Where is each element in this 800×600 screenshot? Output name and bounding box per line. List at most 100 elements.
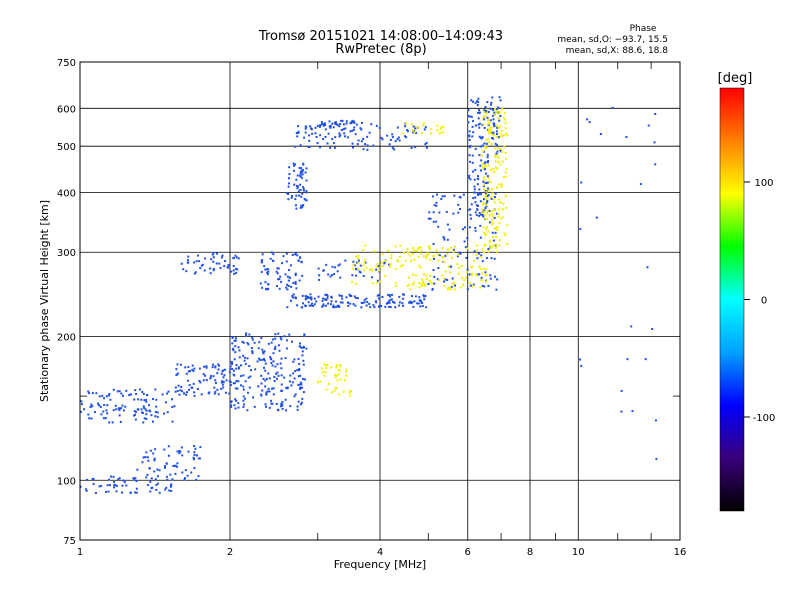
data-point-o bbox=[329, 125, 332, 128]
data-point-o bbox=[357, 139, 360, 142]
data-point-o bbox=[599, 133, 602, 136]
data-point-x bbox=[490, 143, 493, 146]
data-point-o bbox=[295, 132, 298, 135]
data-point-o bbox=[404, 125, 407, 128]
data-point-o bbox=[91, 405, 94, 408]
data-point-x bbox=[432, 255, 435, 258]
data-point-o bbox=[481, 260, 484, 263]
data-point-o bbox=[494, 231, 497, 234]
data-point-o bbox=[87, 390, 90, 393]
data-point-o bbox=[245, 332, 248, 335]
data-point-o bbox=[287, 185, 290, 188]
data-point-x bbox=[447, 288, 450, 291]
data-point-o bbox=[411, 295, 414, 298]
data-point-o bbox=[234, 387, 237, 390]
data-point-o bbox=[329, 275, 332, 278]
data-point-o bbox=[266, 273, 269, 276]
data-point-x bbox=[497, 156, 500, 159]
data-point-x bbox=[381, 265, 384, 268]
data-point-o bbox=[204, 257, 207, 260]
data-point-o bbox=[214, 390, 217, 393]
data-point-o bbox=[145, 413, 148, 416]
data-point-o bbox=[145, 451, 148, 454]
data-point-o bbox=[303, 334, 306, 337]
data-point-x bbox=[420, 249, 423, 252]
data-point-o bbox=[295, 287, 298, 290]
data-point-x bbox=[460, 265, 463, 268]
data-point-o bbox=[470, 99, 473, 102]
data-point-o bbox=[198, 260, 201, 263]
data-point-o bbox=[413, 300, 416, 303]
data-point-o bbox=[301, 397, 304, 400]
data-point-x bbox=[364, 258, 367, 261]
data-point-o bbox=[166, 411, 169, 414]
data-point-o bbox=[342, 123, 345, 126]
data-point-o bbox=[654, 112, 657, 115]
data-point-o bbox=[486, 116, 489, 119]
data-point-x bbox=[489, 126, 492, 129]
data-point-x bbox=[499, 135, 502, 138]
data-point-o bbox=[334, 136, 337, 139]
data-point-o bbox=[233, 404, 236, 407]
data-point-x bbox=[485, 280, 488, 283]
data-point-o bbox=[231, 342, 234, 345]
plot-frame bbox=[79, 61, 681, 541]
data-point-o bbox=[120, 392, 123, 395]
data-point-o bbox=[301, 173, 304, 176]
data-point-o bbox=[354, 296, 357, 299]
data-point-o bbox=[478, 273, 481, 276]
data-point-x bbox=[493, 201, 496, 204]
data-point-x bbox=[499, 163, 502, 166]
data-point-x bbox=[495, 136, 498, 139]
data-point-o bbox=[428, 211, 431, 214]
data-point-o bbox=[192, 458, 195, 461]
data-point-o bbox=[356, 143, 359, 146]
data-point-o bbox=[288, 333, 291, 336]
data-point-o bbox=[233, 339, 236, 342]
data-point-o bbox=[283, 335, 286, 338]
data-point-x bbox=[470, 274, 473, 277]
data-point-o bbox=[620, 410, 623, 413]
data-point-o bbox=[187, 450, 190, 453]
data-point-o bbox=[281, 403, 284, 406]
data-point-o bbox=[289, 374, 292, 377]
data-point-o bbox=[280, 280, 283, 283]
data-point-o bbox=[350, 294, 353, 297]
data-point-x bbox=[505, 132, 508, 135]
data-point-o bbox=[172, 464, 175, 467]
data-point-o bbox=[232, 382, 235, 385]
data-point-o bbox=[401, 302, 404, 305]
data-point-o bbox=[285, 252, 288, 255]
data-point-o bbox=[389, 306, 392, 309]
data-point-o bbox=[279, 275, 282, 278]
data-point-o bbox=[271, 402, 274, 405]
data-point-o bbox=[396, 138, 399, 141]
data-point-o bbox=[167, 390, 170, 393]
x-tick-label: 1 bbox=[77, 547, 83, 558]
data-point-o bbox=[304, 298, 307, 301]
data-point-o bbox=[302, 302, 305, 305]
data-point-o bbox=[244, 362, 247, 365]
data-point-o bbox=[488, 209, 491, 212]
data-point-o bbox=[174, 386, 177, 389]
data-point-x bbox=[471, 272, 474, 275]
data-point-o bbox=[213, 386, 216, 389]
data-point-o bbox=[212, 260, 215, 263]
data-point-o bbox=[398, 301, 401, 304]
data-point-o bbox=[435, 201, 438, 204]
data-point-o bbox=[290, 285, 293, 288]
data-points bbox=[79, 96, 658, 495]
data-point-x bbox=[411, 283, 414, 286]
data-point-o bbox=[300, 167, 303, 170]
data-point-x bbox=[408, 283, 411, 286]
data-point-x bbox=[487, 177, 490, 180]
data-point-x bbox=[351, 267, 354, 270]
data-point-o bbox=[352, 260, 355, 263]
data-point-x bbox=[474, 273, 477, 276]
data-point-o bbox=[137, 408, 140, 411]
data-point-x bbox=[501, 134, 504, 137]
data-point-o bbox=[166, 392, 169, 395]
data-point-x bbox=[429, 258, 432, 261]
data-point-x bbox=[349, 394, 352, 397]
data-point-o bbox=[272, 387, 275, 390]
